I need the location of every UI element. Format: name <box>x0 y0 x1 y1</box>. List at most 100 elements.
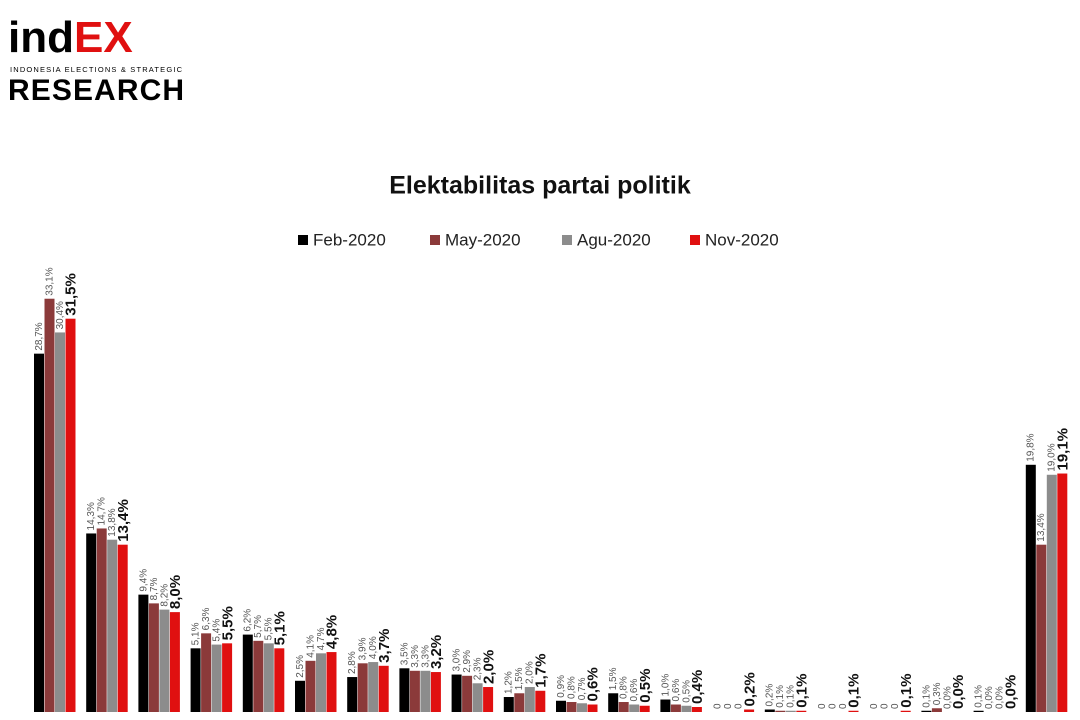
bar <box>796 710 807 712</box>
data-label: 2,0% <box>525 661 536 684</box>
logo-ex: EX <box>74 13 133 62</box>
bar <box>660 699 671 712</box>
bar <box>274 648 285 712</box>
data-label: 0,5% <box>637 669 654 703</box>
data-label: 6,2% <box>243 609 254 632</box>
bar <box>1036 544 1047 712</box>
data-label: 0 <box>817 703 828 709</box>
data-label: 0,2% <box>741 672 758 706</box>
data-label: 4,0% <box>368 636 379 659</box>
bar <box>420 670 431 712</box>
bar <box>566 702 577 712</box>
bar <box>190 648 201 712</box>
data-label: 9,4% <box>138 569 149 592</box>
bar <box>556 700 566 712</box>
legend-swatch <box>690 235 700 245</box>
legend-label: Agu-2020 <box>577 230 651 249</box>
data-label: 14,7% <box>97 497 108 525</box>
data-label: 1,2% <box>504 671 515 694</box>
data-label: 0,6% <box>629 679 640 702</box>
legend-label: Nov-2020 <box>705 230 779 249</box>
data-label: 30,4% <box>55 301 66 329</box>
bar <box>159 609 170 712</box>
bar <box>295 680 305 712</box>
data-label: 0,3% <box>932 682 943 705</box>
data-label: 2,5% <box>295 655 306 678</box>
bar <box>96 528 107 712</box>
bar <box>921 710 932 712</box>
bar <box>1025 464 1036 712</box>
data-label: 0,8% <box>566 676 577 699</box>
bar <box>107 539 118 712</box>
data-label: 0,5% <box>681 680 692 703</box>
data-label: 3,2% <box>428 635 445 669</box>
bar <box>253 640 264 712</box>
data-label: 5,1% <box>272 611 289 645</box>
data-label: 0,1% <box>973 685 984 708</box>
data-label: 0,6% <box>671 679 682 702</box>
bar <box>587 704 598 712</box>
bar <box>305 660 316 712</box>
bar <box>639 705 650 712</box>
data-label: 0 <box>733 703 744 709</box>
bar <box>138 594 149 712</box>
data-label: 0,1% <box>794 674 811 708</box>
data-label: 3,9% <box>358 637 369 660</box>
legend-label: May-2020 <box>445 230 521 249</box>
bar <box>357 663 368 712</box>
bar <box>462 675 473 712</box>
data-label: 3,3% <box>410 645 421 668</box>
data-label: 5,7% <box>253 615 264 638</box>
data-label: 0,7% <box>577 677 588 700</box>
bar <box>263 643 274 712</box>
bar <box>681 705 692 712</box>
data-label: 0,2% <box>765 684 776 707</box>
data-label: 3,7% <box>376 629 393 663</box>
data-label: 0,8% <box>619 676 630 699</box>
bar <box>55 332 65 712</box>
bar <box>503 697 514 712</box>
bar <box>451 674 462 712</box>
logo: indEX INDONESIA ELECTIONS & STRATEGIC RE… <box>8 13 184 107</box>
data-label: 0 <box>723 703 734 709</box>
data-label: 13,4% <box>1036 513 1047 541</box>
logo-ind: ind <box>8 13 74 62</box>
bar <box>1046 474 1057 712</box>
bar <box>347 677 358 712</box>
data-label: 0 <box>890 703 901 709</box>
chart-title: Elektabilitas partai politik <box>389 172 691 200</box>
bar <box>514 693 525 712</box>
bar <box>973 710 984 712</box>
data-label: 3,5% <box>399 642 410 665</box>
bar <box>618 702 629 712</box>
data-label: 0,1% <box>846 674 863 708</box>
data-label: 0,0% <box>942 686 953 709</box>
data-label: 8,7% <box>149 577 160 600</box>
bar <box>409 670 420 712</box>
logo-tagline: INDONESIA ELECTIONS & STRATEGIC <box>10 65 183 74</box>
data-label: 0,0% <box>950 675 967 709</box>
legend-swatch <box>430 235 440 245</box>
data-label: 0,0% <box>984 686 995 709</box>
bar <box>44 298 55 712</box>
data-label: 0 <box>712 703 723 709</box>
logo-main: indEX <box>8 13 133 62</box>
data-label: 19,0% <box>1047 443 1058 471</box>
data-label: 0,1% <box>775 685 786 708</box>
data-label: 5,1% <box>190 622 201 645</box>
bar <box>535 690 546 712</box>
data-label: 13,4% <box>115 499 132 542</box>
bar <box>848 710 859 712</box>
data-label: 0 <box>827 703 838 709</box>
bar <box>785 710 796 712</box>
data-label: 4,7% <box>316 627 327 650</box>
bar <box>691 707 702 712</box>
data-label: 5,5% <box>219 606 236 640</box>
data-label: 5,5% <box>264 617 275 640</box>
bar <box>368 662 379 712</box>
data-label: 2,9% <box>462 650 473 673</box>
bar <box>316 653 326 712</box>
bar <box>931 708 942 712</box>
bar <box>430 672 441 712</box>
